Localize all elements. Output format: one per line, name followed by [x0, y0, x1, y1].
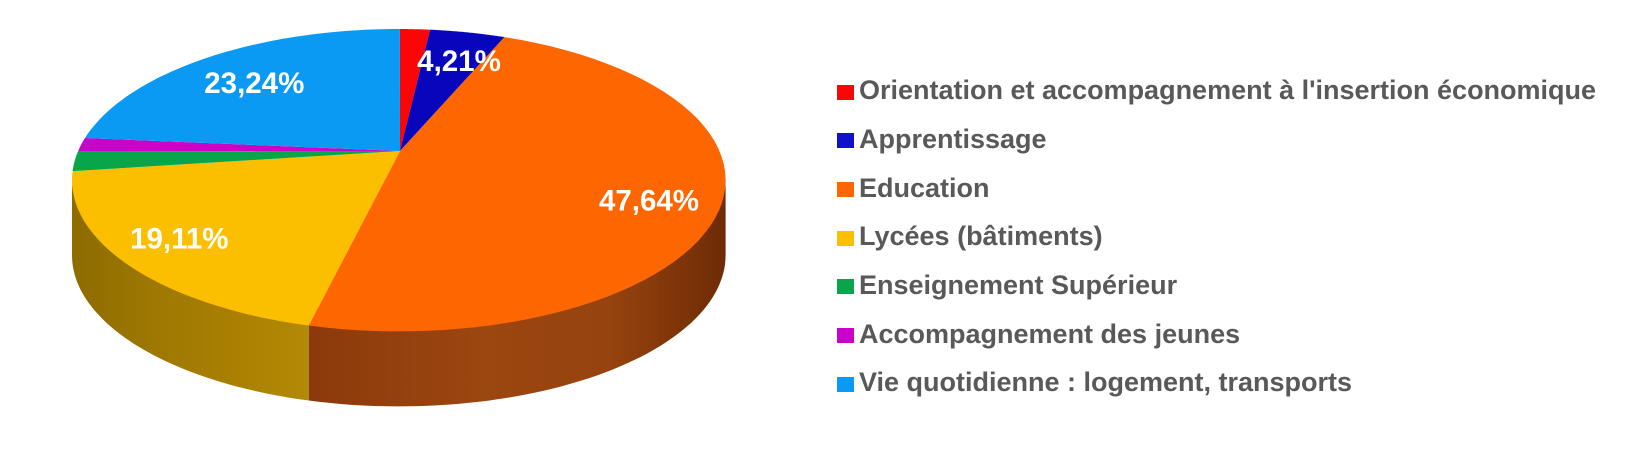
svg-text:47,64%: 47,64% — [599, 185, 699, 218]
svg-text:23,24%: 23,24% — [204, 67, 304, 100]
svg-text:19,11%: 19,11% — [130, 222, 228, 255]
svg-text:4,21%: 4,21% — [417, 45, 501, 78]
